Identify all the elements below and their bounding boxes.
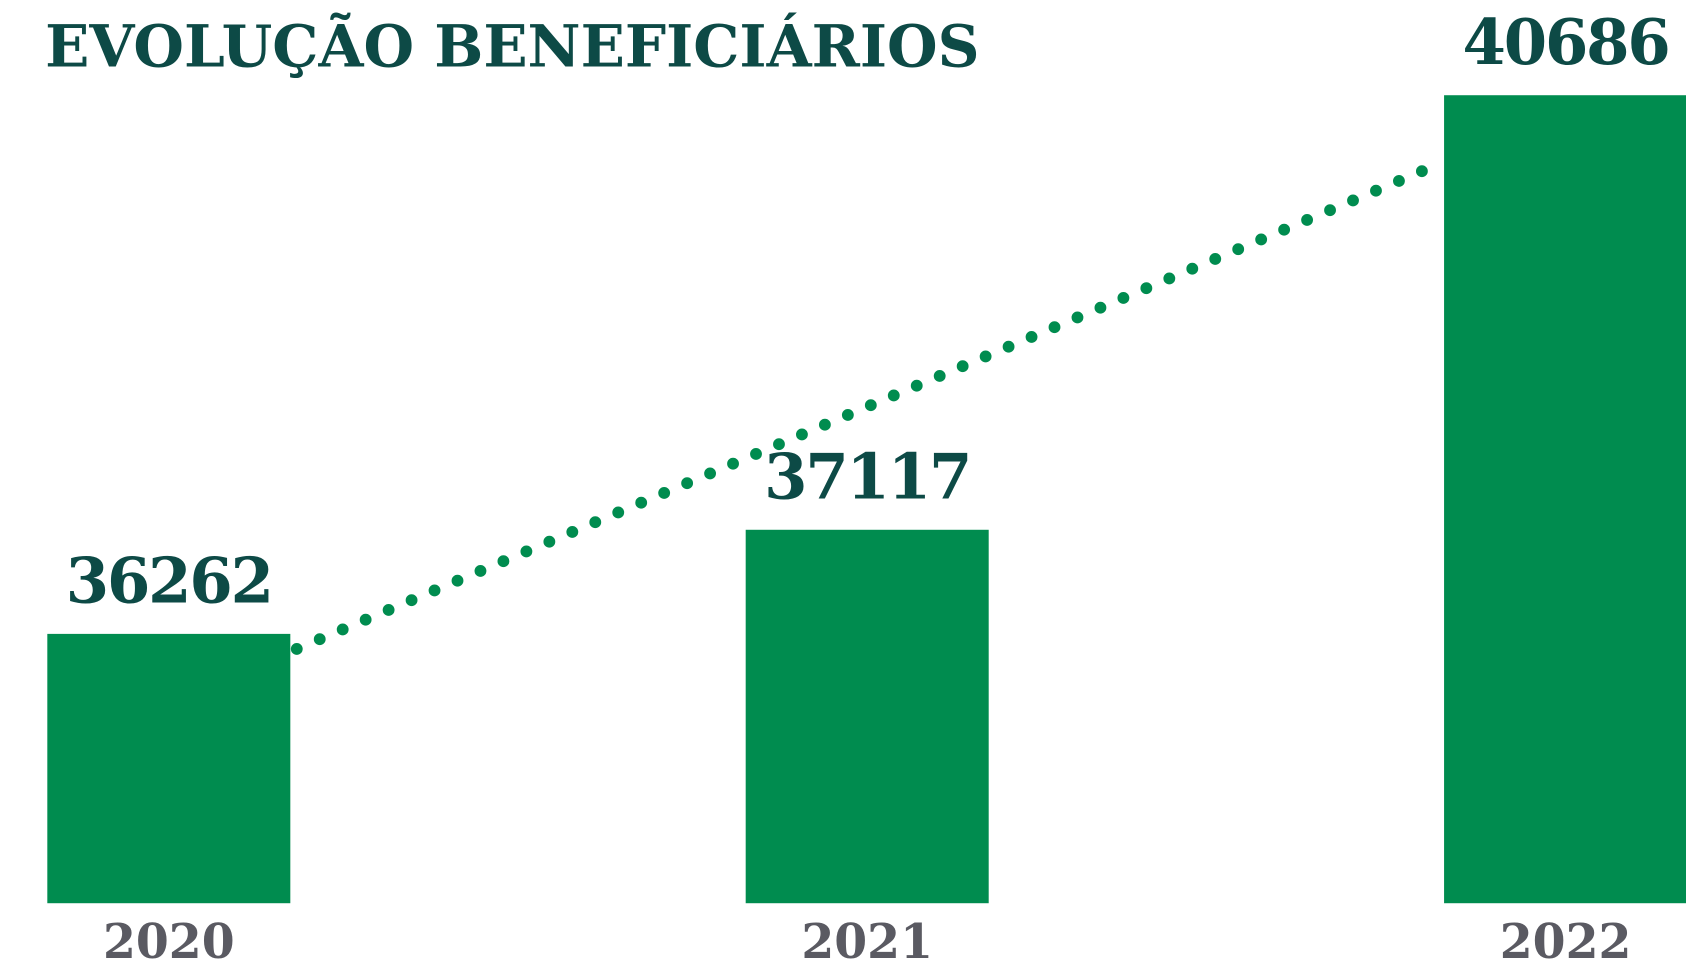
value-label: 37117: [764, 439, 970, 513]
x-tick-label: 2020: [103, 915, 235, 963]
x-tick-label: 2021: [801, 915, 933, 963]
bar: [1444, 95, 1686, 904]
bar: [745, 529, 989, 904]
bar: [47, 633, 291, 904]
chart-title: EVOLUÇÃO BENEFICIÁRIOS: [45, 12, 979, 81]
value-label: 36262: [66, 544, 272, 618]
trend-line: [290, 161, 1438, 655]
value-label: 40686: [1462, 5, 1668, 79]
x-tick-label: 2022: [1500, 915, 1632, 963]
